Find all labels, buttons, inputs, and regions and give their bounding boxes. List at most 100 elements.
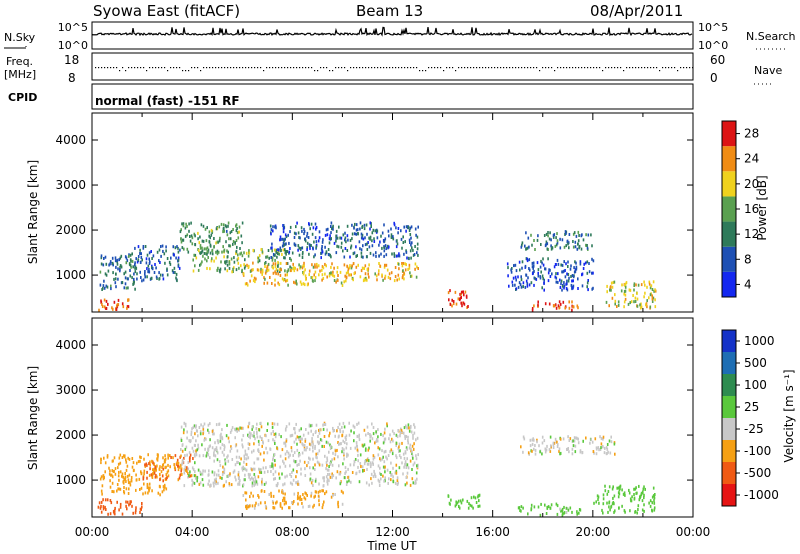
heatmap-cell-0-4-74 [241, 254, 244, 258]
heatmap-cell-1-3-894 [221, 476, 223, 480]
heatmap-cell-0-10-56 [540, 270, 542, 274]
heatmap-cell-0-1-0 [129, 269, 131, 272]
heatmap-cell-1-3-382 [257, 448, 260, 452]
heatmap-cell-0-5-24 [274, 270, 276, 274]
heatmap-cell-1-3-374 [251, 481, 254, 485]
heatmap-cell-1-3-145 [376, 438, 378, 442]
heatmap-cell-1-3-356 [190, 430, 193, 434]
freq-dot-551 [551, 67, 553, 69]
heatmap-cell-0-6-142 [383, 249, 386, 253]
heatmap-cell-1-3-306 [409, 459, 412, 463]
heatmap-cell-1-3-443 [247, 442, 250, 446]
cpid-label: CPID [8, 91, 37, 104]
heatmap-cell-0-6-217 [332, 227, 334, 231]
heatmap-cell-1-1-4 [118, 487, 120, 491]
heatmap-cell-0-3-64 [232, 228, 234, 231]
heatmap-cell-1-3-678 [203, 422, 206, 426]
heatmap-cell-0-6-124 [403, 225, 405, 229]
heatmap-cell-0-6-322 [321, 250, 324, 254]
heatmap-cell-0-10-69 [586, 260, 589, 264]
freq-dot-98 [98, 67, 100, 69]
heatmap-cell-1-3-926 [390, 473, 392, 477]
heatmap-cell-0-6-7 [397, 231, 399, 235]
heatmap-cell-1-3-353 [299, 453, 301, 457]
heatmap-cell-1-3-131 [213, 471, 216, 475]
heatmap-cell-1-3-652 [247, 425, 250, 429]
heatmap-cell-1-3-901 [341, 450, 343, 454]
heatmap-cell-1-3-346 [253, 431, 255, 435]
heatmap-cell-1-3-705 [326, 468, 329, 472]
heatmap-cell-0-6-311 [320, 251, 323, 255]
heatmap-cell-1-3-121 [289, 453, 291, 457]
heatmap-cell-1-3-235 [213, 473, 216, 477]
heatmap-cell-0-4-30 [277, 264, 279, 268]
heatmap-cell-0-12-44 [613, 280, 616, 284]
heatmap-cell-0-2-21 [148, 270, 151, 274]
heatmap-cell-0-5-130 [349, 273, 351, 277]
heatmap-cell-0-2-29 [152, 254, 155, 258]
heatmap-cell-0-4-13 [217, 266, 219, 270]
heatmap-cell-1-3-194 [378, 447, 381, 451]
heatmap-cell-1-3-327 [205, 437, 207, 441]
heatmap-cell-0-2-74 [134, 270, 137, 274]
heatmap-cell-0-2-10 [179, 248, 181, 252]
heatmap-cell-0-7-24 [367, 272, 369, 276]
heatmap-cell-0-3-119 [235, 251, 237, 255]
heatmap-cell-0-7-63 [394, 266, 397, 269]
heatmap-cell-0-10-44 [562, 270, 564, 274]
heatmap-cell-1-3-73 [345, 446, 348, 450]
heatmap-cell-1-3-563 [197, 468, 200, 472]
heatmap-cell-0-7-31 [367, 267, 370, 271]
heatmap-cell-1-3-336 [314, 463, 316, 467]
heatmap-cell-1-4-44 [323, 500, 325, 504]
heatmap-cell-0-4-141 [260, 248, 263, 252]
heatmap-cell-0-6-177 [308, 222, 310, 226]
heatmap-cell-0-3-120 [235, 223, 238, 227]
heatmap-cell-0-4-70 [211, 249, 213, 253]
heatmap-cell-0-6-86 [355, 254, 357, 258]
y-tick-label-1-2: 3000 [55, 383, 86, 397]
heatmap-cell-0-4-136 [224, 260, 227, 264]
heatmap-cell-1-3-672 [284, 464, 287, 468]
heatmap-cell-1-7-84 [522, 435, 525, 439]
heatmap-cell-0-0-4 [105, 299, 108, 303]
heatmap-cell-1-2-44 [189, 459, 191, 463]
heatmap-cell-0-4-91 [289, 257, 291, 260]
heatmap-cell-1-4-50 [258, 495, 260, 499]
heatmap-cell-0-2-79 [165, 249, 167, 253]
heatmap-cell-1-3-721 [318, 431, 321, 435]
heatmap-cell-1-3-413 [202, 425, 204, 429]
heatmap-cell-1-3-696 [274, 442, 276, 445]
heatmap-cell-1-3-851 [327, 473, 329, 476]
heatmap-cell-0-2-97 [173, 266, 176, 270]
heatmap-cell-0-8-19 [463, 302, 466, 306]
heatmap-cell-0-2-19 [137, 255, 140, 258]
heatmap-cell-1-7-43 [552, 443, 555, 447]
heatmap-cell-0-5-71 [332, 270, 334, 274]
heatmap-cell-1-2-85 [187, 471, 189, 475]
freq-dot-338 [338, 67, 340, 69]
heatmap-cell-1-4-36 [250, 491, 252, 495]
heatmap-cell-1-1-101 [122, 475, 125, 479]
heatmap-cell-0-12-14 [646, 305, 648, 309]
heatmap-cell-1-7-68 [595, 452, 598, 456]
heatmap-cell-1-3-433 [354, 446, 357, 450]
heatmap-cell-1-3-403 [231, 426, 234, 430]
heatmap-cell-1-7-5 [558, 449, 560, 453]
heatmap-cell-1-4-25 [245, 506, 248, 510]
heatmap-cell-1-3-242 [293, 459, 295, 463]
heatmap-cell-0-1-74 [100, 262, 103, 266]
heatmap-cell-1-3-323 [356, 422, 358, 426]
heatmap-cell-0-1-5 [102, 263, 105, 267]
heatmap-cell-1-3-907 [237, 473, 240, 477]
heatmap-cell-1-3-241 [355, 441, 358, 445]
heatmap-cell-1-3-783 [209, 444, 211, 448]
heatmap-cell-1-3-734 [337, 435, 340, 439]
heatmap-cell-0-10-131 [574, 270, 577, 273]
heatmap-cell-0-12-60 [654, 288, 656, 292]
heatmap-cell-0-12-84 [652, 280, 655, 284]
heatmap-cell-1-4-52 [278, 489, 280, 493]
heatmap-cell-1-3-217 [377, 446, 379, 450]
freq-dot-473 [473, 67, 475, 69]
freq-dot-422 [422, 70, 424, 72]
